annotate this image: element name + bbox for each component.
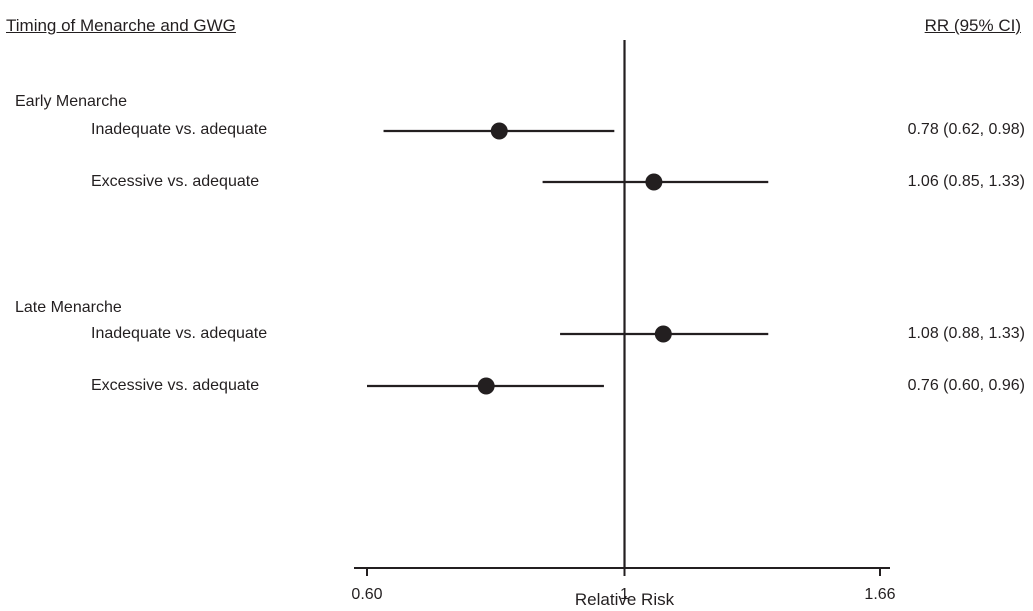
row-label-early-inadequate: Inadequate vs. adequate bbox=[91, 121, 268, 138]
row-label-late-excessive: Excessive vs. adequate bbox=[91, 377, 260, 394]
rr-value-late-excessive: 0.76 (0.60, 0.96) bbox=[907, 377, 1025, 394]
point-estimate-2 bbox=[654, 325, 672, 343]
row-label-late-inadequate: Inadequate vs. adequate bbox=[91, 325, 268, 342]
group-label-early-menarche: Early Menarche bbox=[15, 93, 128, 110]
point-estimate-3 bbox=[477, 377, 495, 395]
group-label-late-menarche: Late Menarche bbox=[15, 299, 122, 316]
x-tick-label-2: 1.66 bbox=[864, 586, 895, 603]
row-label-early-excessive: Excessive vs. adequate bbox=[91, 173, 260, 190]
left-column-title: Timing of Menarche and GWG bbox=[6, 16, 236, 35]
rr-value-early-inadequate: 0.78 (0.62, 0.98) bbox=[907, 121, 1025, 138]
rr-value-early-excessive: 1.06 (0.85, 1.33) bbox=[907, 173, 1025, 190]
x-tick-label-1: 1 bbox=[620, 586, 629, 603]
x-tick-label-0: 0.60 bbox=[351, 586, 382, 603]
point-estimate-0 bbox=[490, 122, 508, 140]
point-estimate-1 bbox=[645, 173, 663, 191]
x-axis-label: Relative Risk bbox=[575, 590, 675, 609]
right-column-title: RR (95% CI) bbox=[924, 16, 1021, 35]
rr-value-late-inadequate: 1.08 (0.88, 1.33) bbox=[907, 325, 1025, 342]
